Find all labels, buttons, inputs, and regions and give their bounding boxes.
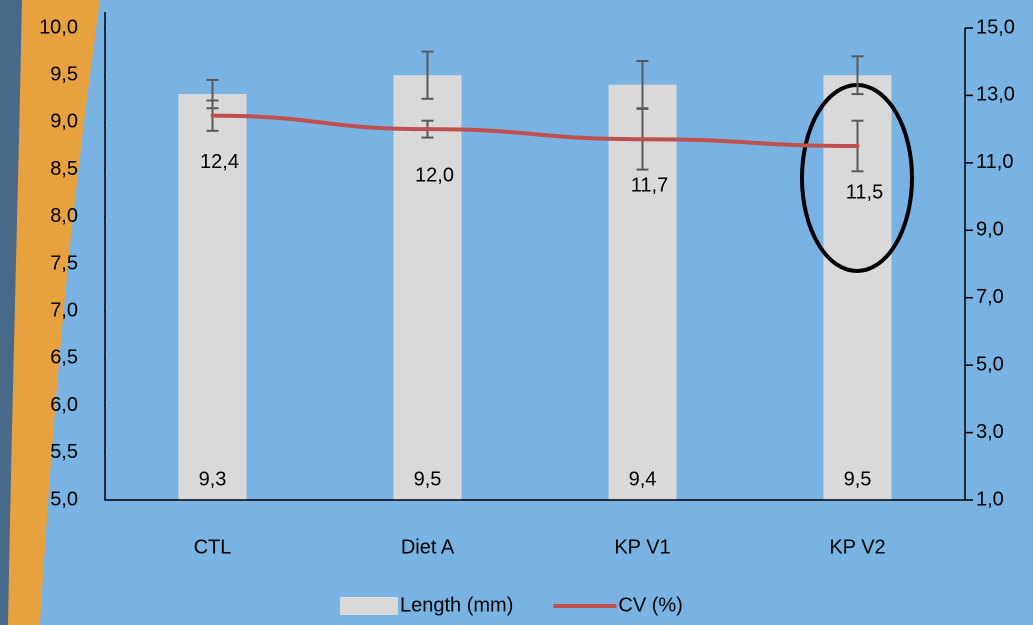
y2-tick-label: 1,0 <box>976 488 1004 510</box>
page: 5,0 5,5 6,0 6,5 7,0 7,5 8,0 8,5 9,0 9,5 10,0 1,0 3,0… <box>0 0 1033 625</box>
y-tick-label: 7,0 <box>50 299 78 321</box>
y-tick-label: 7,5 <box>50 252 78 274</box>
y2-tick-label: 9,0 <box>976 219 1004 241</box>
legend-label: CV (%) <box>618 594 682 616</box>
x-tick-label: KP V2 <box>829 536 885 558</box>
line-value-label: 12,4 <box>200 151 239 173</box>
line-value-label: 11,5 <box>846 181 883 203</box>
y-tick-label: 8,0 <box>50 205 78 227</box>
x-tick-label: KP V1 <box>614 536 670 558</box>
legend-label: Length (mm) <box>400 594 513 616</box>
line-value-label: 11,7 <box>631 175 668 197</box>
legend-swatch <box>340 597 398 615</box>
bar-value-label: 9,5 <box>414 468 442 490</box>
bar <box>394 75 462 500</box>
y-tick-label: 6,0 <box>50 394 78 416</box>
bar-value-label: 9,4 <box>629 468 657 490</box>
y-tick-label: 10,0 <box>39 16 78 38</box>
y2-tick-label: 13,0 <box>976 84 1015 106</box>
line-value-label: 12,0 <box>415 164 454 186</box>
y2-tick-label: 11,0 <box>976 151 1013 173</box>
y2-tick-label: 15,0 <box>976 16 1015 38</box>
y-tick-label: 9,0 <box>50 111 78 133</box>
y2-tick-label: 5,0 <box>976 353 1004 375</box>
y-tick-label: 6,5 <box>50 347 78 369</box>
y-tick-label: 5,5 <box>50 441 78 463</box>
bar-value-label: 9,5 <box>844 468 872 490</box>
y2-tick-label: 3,0 <box>976 421 1004 443</box>
bar-value-label: 9,3 <box>199 468 227 490</box>
y-tick-label: 8,5 <box>50 158 78 180</box>
y-tick-label: 9,5 <box>50 63 78 85</box>
x-tick-label: Diet A <box>401 536 455 558</box>
y2-tick-label: 7,0 <box>976 286 1004 308</box>
y-tick-label: 5,0 <box>50 488 78 510</box>
x-tick-label: CTL <box>194 536 232 558</box>
chart: 5,0 5,5 6,0 6,5 7,0 7,5 8,0 8,5 9,0 9,5 10,0 1,0 3,0… <box>0 0 1033 625</box>
